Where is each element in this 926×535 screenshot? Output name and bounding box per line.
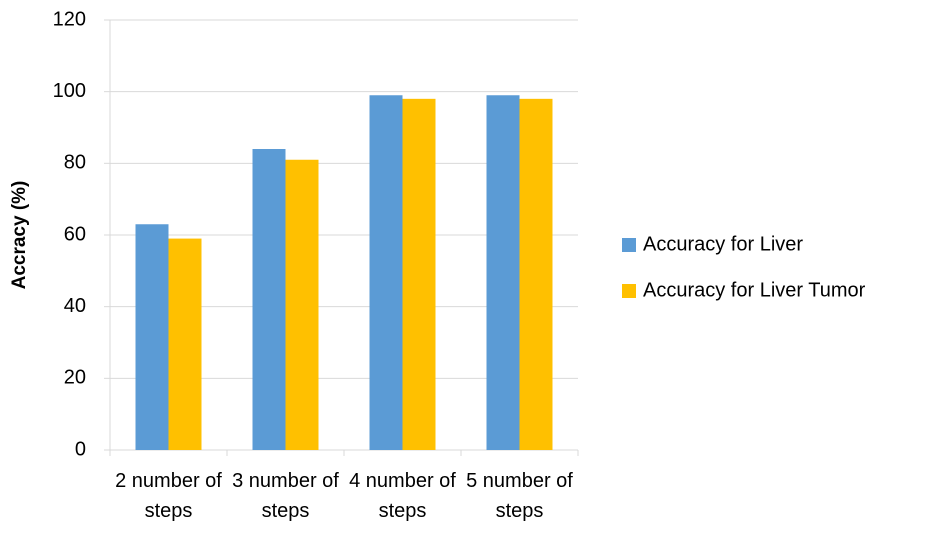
y-tick-label: 120 <box>53 8 86 30</box>
x-tick-label: 3 number of steps <box>232 470 339 522</box>
y-axis-label: Accracy (%) <box>9 181 30 290</box>
y-tick-label: 40 <box>64 295 86 317</box>
y-tick-label: 100 <box>53 80 86 102</box>
bar <box>135 224 169 450</box>
bar <box>168 238 202 450</box>
bar <box>402 98 436 450</box>
legend-label: Accuracy for Liver <box>643 233 803 255</box>
bar <box>285 159 319 450</box>
y-tick-label: 60 <box>64 223 86 245</box>
bar <box>252 149 286 450</box>
y-tick-label: 0 <box>75 438 86 460</box>
bar <box>519 98 553 450</box>
x-tick-label: 2 number of steps <box>115 470 222 522</box>
bar <box>369 95 403 450</box>
x-tick-label: 4 number of steps <box>349 470 456 522</box>
y-tick-label: 20 <box>64 367 86 389</box>
legend-label: Accuracy for Liver Tumor <box>643 279 866 301</box>
legend-swatch <box>622 238 636 252</box>
legend-swatch <box>622 284 636 298</box>
x-tick-label: 5 number of steps <box>466 470 573 522</box>
bar <box>486 95 520 450</box>
y-tick-label: 80 <box>64 152 86 174</box>
